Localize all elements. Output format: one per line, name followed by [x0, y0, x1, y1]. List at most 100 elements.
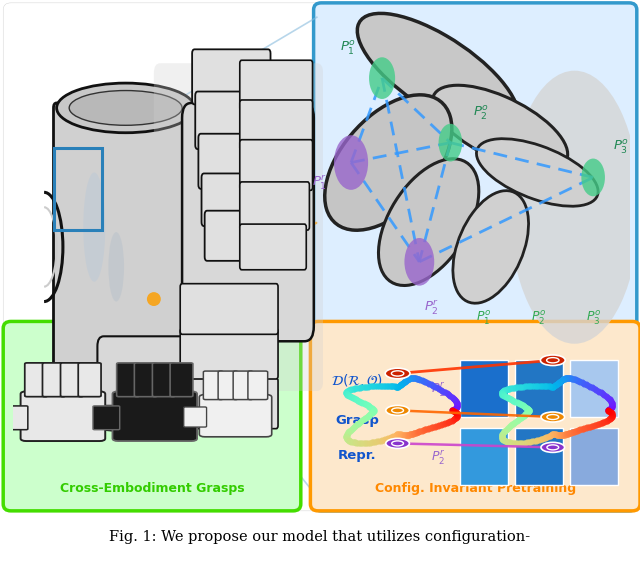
Point: [440, 418, 451, 428]
Point: [345, 385, 355, 394]
Point: [548, 382, 559, 391]
Point: [509, 397, 520, 406]
Point: [511, 416, 522, 425]
Point: [380, 435, 390, 444]
Point: [345, 437, 355, 446]
Point: [591, 420, 602, 429]
Point: [593, 420, 603, 429]
Point: [554, 378, 564, 387]
Point: [390, 382, 401, 391]
FancyBboxPatch shape: [25, 363, 47, 397]
Point: [552, 430, 563, 439]
Point: [413, 374, 424, 383]
Text: Fig. 1: We propose our model that utilizes configuration-: Fig. 1: We propose our model that utiliz…: [109, 530, 531, 544]
Point: [566, 374, 577, 383]
Point: [360, 400, 371, 409]
Point: [497, 430, 508, 439]
Point: [451, 412, 461, 421]
Point: [353, 383, 363, 393]
Bar: [570, 428, 618, 485]
Point: [557, 375, 567, 385]
Point: [568, 427, 578, 436]
Point: [540, 381, 550, 390]
Point: [437, 420, 447, 429]
Point: [507, 395, 517, 405]
Point: [502, 393, 513, 402]
Bar: [570, 360, 618, 417]
Point: [405, 374, 415, 383]
Point: [450, 404, 460, 413]
Point: [497, 387, 508, 396]
Point: [509, 383, 520, 392]
Point: [419, 377, 429, 386]
Point: [395, 430, 405, 439]
Point: [595, 418, 605, 428]
Point: [367, 438, 377, 447]
Point: [396, 430, 406, 439]
Point: [355, 417, 365, 426]
Point: [451, 402, 461, 412]
Point: [342, 386, 353, 395]
FancyBboxPatch shape: [310, 321, 640, 511]
Point: [406, 429, 417, 439]
Point: [379, 435, 389, 444]
Point: [392, 430, 402, 439]
Point: [405, 374, 415, 383]
Point: [451, 397, 461, 406]
Point: [604, 395, 614, 404]
Point: [342, 390, 352, 399]
Point: [515, 399, 525, 408]
FancyBboxPatch shape: [192, 49, 271, 104]
Point: [449, 405, 460, 414]
Point: [342, 430, 352, 440]
Point: [397, 378, 408, 387]
Point: [365, 438, 375, 447]
Point: [542, 382, 552, 391]
Point: [570, 426, 580, 436]
Text: $P_2^o$: $P_2^o$: [531, 309, 547, 327]
Point: [570, 375, 580, 385]
Point: [401, 430, 412, 440]
Point: [421, 378, 431, 387]
Point: [406, 374, 417, 383]
Point: [542, 432, 552, 441]
Point: [404, 430, 415, 439]
Point: [364, 402, 374, 411]
Point: [383, 381, 394, 390]
Bar: [515, 428, 563, 485]
Point: [606, 413, 616, 422]
Point: [557, 375, 568, 385]
Point: [369, 405, 379, 414]
Point: [344, 427, 354, 436]
Point: [353, 396, 363, 405]
Point: [404, 430, 414, 439]
Point: [511, 383, 522, 392]
Point: [447, 416, 458, 425]
Point: [523, 407, 533, 416]
Ellipse shape: [40, 351, 212, 430]
Point: [505, 438, 515, 447]
Point: [344, 436, 354, 445]
Point: [543, 382, 554, 391]
Point: [358, 439, 368, 448]
Point: [556, 376, 566, 385]
Ellipse shape: [509, 71, 640, 344]
Point: [604, 394, 614, 403]
Point: [497, 390, 508, 399]
Point: [342, 387, 352, 396]
Ellipse shape: [476, 139, 598, 206]
Point: [524, 406, 534, 415]
Point: [348, 393, 358, 402]
Point: [546, 382, 556, 391]
Point: [520, 382, 530, 391]
Point: [508, 383, 518, 393]
Point: [399, 430, 409, 440]
Point: [510, 397, 520, 406]
Point: [515, 439, 525, 448]
FancyBboxPatch shape: [202, 173, 275, 226]
Point: [355, 383, 365, 392]
Point: [598, 417, 609, 426]
Point: [401, 376, 411, 385]
Point: [408, 429, 418, 438]
FancyBboxPatch shape: [184, 407, 207, 427]
